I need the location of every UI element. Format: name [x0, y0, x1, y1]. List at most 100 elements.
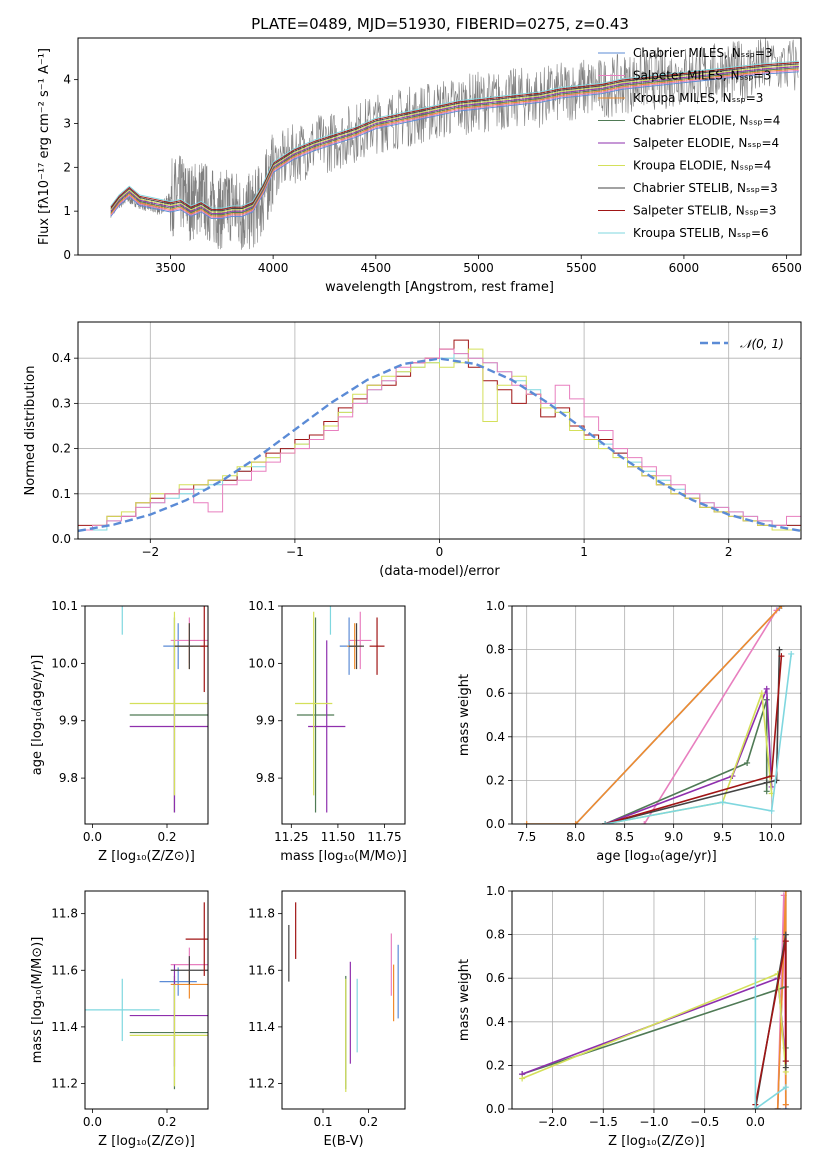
legend-label: Kroupa STELIB, Nₛₛₚ=6	[633, 226, 769, 240]
model-spectrum	[110, 64, 799, 213]
y-tick-label: 0.6	[486, 686, 505, 700]
histogram-step	[78, 348, 801, 531]
axes-frame	[281, 890, 406, 1110]
y-tick-label: 3	[63, 116, 71, 130]
weight-line	[526, 606, 782, 824]
legend-label: Chabrier MILES, Nₛₛₚ=3	[633, 46, 773, 60]
weight-line	[604, 692, 773, 824]
weight-marker	[778, 606, 785, 609]
y-tick-label: 0.2	[52, 442, 71, 456]
x-tick-label: 9.5	[713, 830, 732, 844]
y-tick-label: 9.9	[256, 714, 275, 728]
weight-marker	[758, 690, 765, 697]
model-spectrum	[110, 60, 799, 209]
x-tick-label: 7.5	[517, 830, 536, 844]
data-spectrum	[110, 38, 799, 250]
model-spectrum	[110, 62, 799, 210]
weight-marker	[519, 1075, 526, 1082]
weight-line	[643, 609, 778, 824]
y-tick-label: 9.8	[59, 771, 78, 785]
axes-frame	[77, 321, 802, 540]
x-tick-label: 0.0	[83, 1115, 102, 1129]
x-tick-label: −1.5	[589, 1115, 618, 1129]
weight-marker	[752, 935, 759, 942]
weight-marker	[782, 1101, 789, 1108]
y-axis-label: mass weight	[457, 959, 472, 1041]
axes-frame	[511, 890, 802, 1110]
y-tick-label: 9.9	[59, 714, 78, 728]
legend-label: 𝒩(0, 1)	[740, 337, 784, 351]
weight-marker	[788, 650, 795, 657]
x-tick-label: 0.0	[746, 1115, 765, 1129]
weight-marker	[773, 777, 780, 784]
axes-frame	[84, 605, 209, 825]
x-tick-label: 0.0	[83, 830, 102, 844]
legend-label: Salpeter MILES, Nₛₛₚ=3	[633, 69, 771, 83]
weight-marker	[782, 938, 789, 945]
axes-frame	[84, 890, 209, 1110]
x-tick-label: −1.0	[639, 1115, 668, 1129]
x-tick-label: 9.0	[664, 830, 683, 844]
histogram-step	[78, 348, 801, 531]
weight-marker	[782, 1064, 789, 1071]
weight-line	[604, 688, 773, 824]
y-tick-label: 2	[63, 160, 71, 174]
weight-marker	[763, 779, 770, 786]
axes-frame	[511, 605, 802, 825]
weight-marker	[782, 1058, 789, 1065]
legend-label: Kroupa MILES, Nₛₛₚ=3	[633, 91, 763, 105]
y-tick-label: 0.4	[486, 730, 505, 744]
plot-area	[295, 606, 385, 813]
x-axis-label: mass [log₁₀(M/M⊙)]	[280, 849, 407, 864]
weight-marker	[774, 1106, 781, 1109]
y-axis-label: mass [log₁₀(M/M⊙)]	[30, 937, 45, 1064]
x-tick-label: 0.2	[157, 830, 176, 844]
model-spectrum	[110, 66, 799, 214]
panel-3: 11.25 11.50 11.75 9.8 9.9 10.0 10.1 mass [log₁₀…	[248, 599, 407, 864]
weight-marker	[763, 685, 770, 692]
y-axis-label: Flux [fλ10⁻¹⁷ erg cm⁻² s⁻¹ A⁻¹]	[37, 48, 52, 245]
panel-0: 3500 4000 4500 5000 5500 6000 6500 0 1 2 3 4 wavelen…	[37, 37, 802, 295]
weight-marker	[763, 788, 770, 795]
weight-marker	[752, 1106, 759, 1109]
x-tick-label: 11.50	[321, 830, 355, 844]
y-tick-label: 0.8	[486, 928, 505, 942]
y-tick-label: 11.8	[51, 907, 78, 921]
weight-marker	[719, 799, 726, 806]
y-tick-label: 11.6	[51, 963, 78, 977]
x-tick-label: 8.0	[566, 830, 585, 844]
x-tick-label: −2	[141, 545, 159, 559]
legend-label: Salpeter ELODIE, Nₛₛₚ=4	[633, 136, 779, 150]
weight-line	[604, 653, 792, 824]
y-tick-label: 0.0	[486, 817, 505, 831]
y-tick-label: 0.6	[486, 971, 505, 985]
weight-marker	[641, 821, 648, 824]
x-tick-label: 6000	[669, 261, 700, 275]
x-tick-label: 10.0	[758, 830, 785, 844]
x-tick-label: 1	[580, 545, 588, 559]
plot-area	[78, 322, 801, 539]
weight-marker	[602, 821, 609, 824]
y-tick-label: 11.4	[248, 1020, 275, 1034]
model-spectrum	[110, 71, 799, 220]
x-axis-label: Z [log₁₀(Z/Z⊙)]	[98, 849, 195, 864]
plot-area	[512, 606, 801, 824]
y-tick-label: 1.0	[486, 884, 505, 898]
x-axis-label: wavelength [Angstrom, rest frame]	[325, 280, 554, 295]
y-tick-label: 11.4	[51, 1020, 78, 1034]
plot-area	[121, 606, 208, 813]
legend-label: Kroupa ELODIE, Nₛₛₚ=4	[633, 159, 771, 173]
weight-marker	[523, 821, 530, 824]
axes-frame	[281, 605, 406, 825]
plot-area	[110, 38, 799, 250]
legend-label: Chabrier ELODIE, Nₛₛₚ=4	[633, 114, 780, 128]
plot-area	[512, 891, 801, 1109]
y-tick-label: 0	[63, 248, 71, 262]
x-tick-label: 0.2	[157, 1115, 176, 1129]
y-tick-label: 0.0	[486, 1102, 505, 1116]
panel-2: 0.0 0.2 9.8 9.9 10.0 10.1 Z [log₁₀(Z/Z⊙)] age […	[30, 599, 209, 864]
panel-1: −2 −1 0 1 2 0.0 0.1 0.2 0.3 0.4 (data-model)/error…	[23, 321, 802, 579]
x-tick-label: 4500	[361, 261, 392, 275]
model-spectrum	[110, 68, 799, 217]
